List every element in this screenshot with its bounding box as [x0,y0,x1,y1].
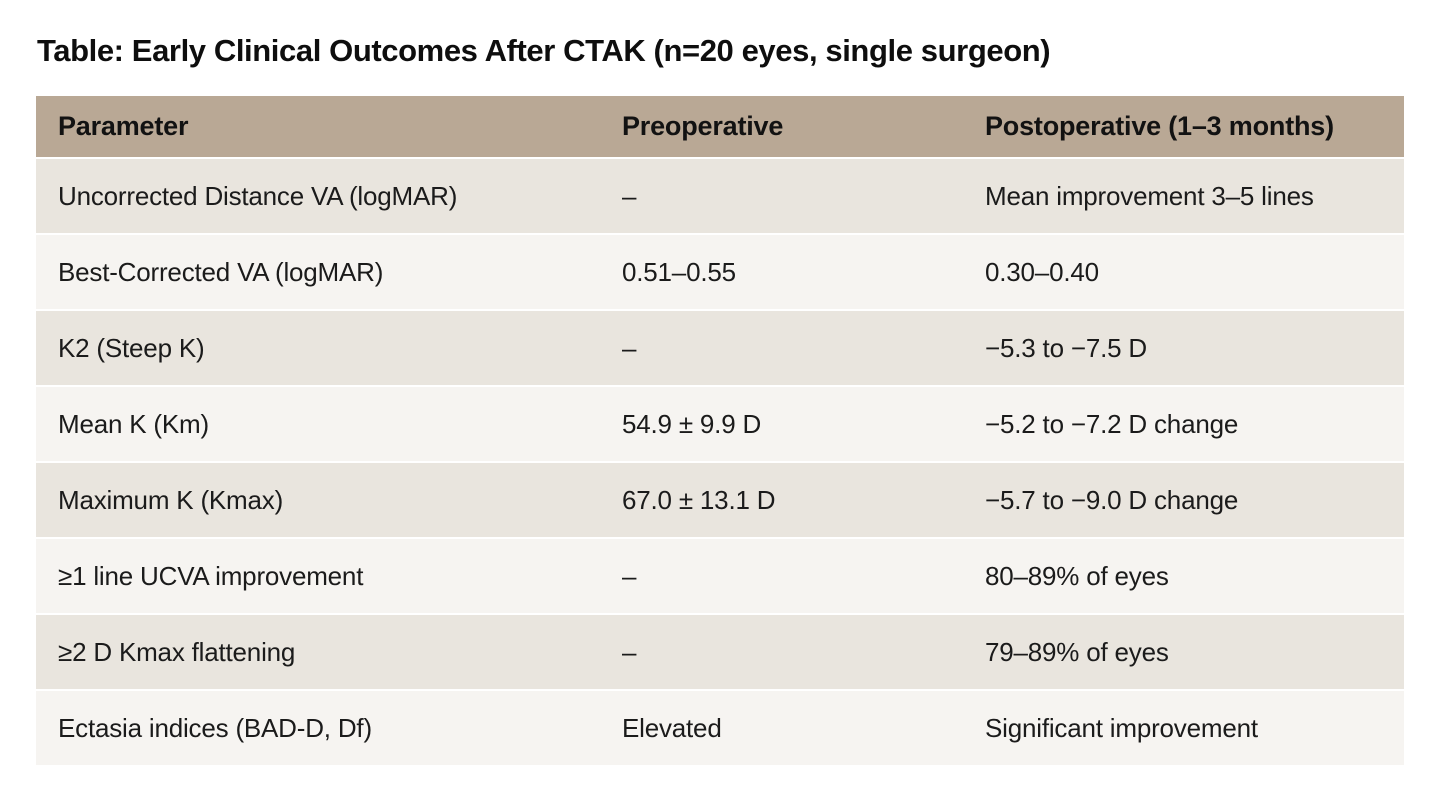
postoperative-cell: −5.7 to −9.0 D change [985,463,1404,537]
preoperative-cell: – [622,539,985,613]
postoperative-cell: 79–89% of eyes [985,615,1404,689]
parameter-cell: ≥1 line UCVA improvement [36,539,622,613]
table-row: Mean K (Km) 54.9 ± 9.9 D −5.2 to −7.2 D … [36,387,1404,461]
postoperative-cell: 0.30–0.40 [985,235,1404,309]
parameter-cell: Maximum K (Kmax) [36,463,622,537]
column-header-postoperative: Postoperative (1–3 months) [985,96,1404,157]
table-row: Maximum K (Kmax) 67.0 ± 13.1 D −5.7 to −… [36,463,1404,537]
postoperative-cell: Mean improvement 3–5 lines [985,159,1404,233]
parameter-cell: Best-Corrected VA (logMAR) [36,235,622,309]
postoperative-cell: Significant improvement [985,691,1404,765]
table-row: Uncorrected Distance VA (logMAR) – Mean … [36,159,1404,233]
preoperative-cell: – [622,311,985,385]
postoperative-cell: −5.2 to −7.2 D change [985,387,1404,461]
parameter-cell: Ectasia indices (BAD-D, Df) [36,691,622,765]
column-header-preoperative: Preoperative [622,96,985,157]
preoperative-cell: 54.9 ± 9.9 D [622,387,985,461]
parameter-cell: Uncorrected Distance VA (logMAR) [36,159,622,233]
postoperative-cell: 80–89% of eyes [985,539,1404,613]
table-row: Ectasia indices (BAD-D, Df) Elevated Sig… [36,691,1404,765]
column-header-parameter: Parameter [36,96,622,157]
table-title: Table: Early Clinical Outcomes After CTA… [37,33,1051,68]
header-row: Parameter Preoperative Postoperative (1–… [36,96,1404,157]
table-row: Best-Corrected VA (logMAR) 0.51–0.55 0.3… [36,235,1404,309]
preoperative-cell: Elevated [622,691,985,765]
clinical-outcomes-table: Parameter Preoperative Postoperative (1–… [36,94,1404,767]
preoperative-cell: 67.0 ± 13.1 D [622,463,985,537]
preoperative-cell: – [622,159,985,233]
table-row: ≥1 line UCVA improvement – 80–89% of eye… [36,539,1404,613]
parameter-cell: Mean K (Km) [36,387,622,461]
preoperative-cell: – [622,615,985,689]
preoperative-cell: 0.51–0.55 [622,235,985,309]
parameter-cell: K2 (Steep K) [36,311,622,385]
postoperative-cell: −5.3 to −7.5 D [985,311,1404,385]
table-row: ≥2 D Kmax flattening – 79–89% of eyes [36,615,1404,689]
parameter-cell: ≥2 D Kmax flattening [36,615,622,689]
table-row: K2 (Steep K) – −5.3 to −7.5 D [36,311,1404,385]
